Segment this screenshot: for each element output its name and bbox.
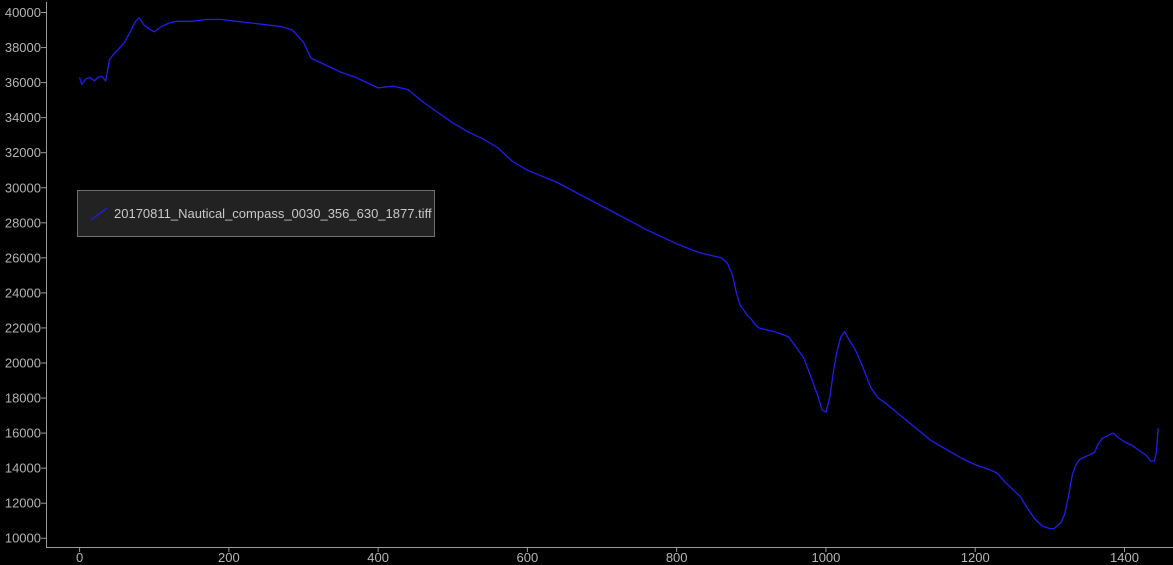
y-tick-label: 38000 — [5, 40, 41, 55]
x-tick-label: 800 — [666, 550, 688, 565]
x-axis-ticks: 0 200 400 600 800 1000 1200 1400 — [76, 547, 1139, 565]
x-tick-label: 1400 — [1110, 550, 1139, 565]
y-tick-label: 26000 — [5, 250, 41, 265]
y-tick-label: 22000 — [5, 320, 41, 335]
x-tick-label: 1200 — [961, 550, 990, 565]
legend-line-swatch — [90, 206, 108, 221]
series-line-0 — [78, 17, 1159, 530]
y-tick-label: 10000 — [5, 531, 41, 546]
y-tick-label: 36000 — [5, 75, 41, 90]
y-tick-label: 16000 — [5, 426, 41, 441]
y-tick-label: 28000 — [5, 215, 41, 230]
legend: 20170811_Nautical_compass_0030_356_630_1… — [77, 190, 435, 237]
legend-series-label: 20170811_Nautical_compass_0030_356_630_1… — [114, 206, 432, 221]
x-tick-label: 400 — [367, 550, 389, 565]
y-tick-label: 34000 — [5, 110, 41, 125]
x-tick-label: 600 — [517, 550, 539, 565]
y-tick-label: 12000 — [5, 496, 41, 511]
y-tick-label: 32000 — [5, 145, 41, 160]
y-tick-label: 14000 — [5, 461, 41, 476]
x-tick-label: 0 — [76, 550, 83, 565]
y-axis-ticks: 10000 12000 14000 16000 18000 20000 22000 24000… — [5, 5, 46, 546]
x-tick-label: 1000 — [811, 550, 840, 565]
y-tick-label: 18000 — [5, 391, 41, 406]
y-tick-label: 20000 — [5, 355, 41, 370]
y-tick-label: 24000 — [5, 285, 41, 300]
series-layer — [78, 17, 1159, 530]
y-tick-label: 40000 — [5, 5, 41, 20]
x-tick-label: 200 — [218, 550, 240, 565]
y-tick-label: 30000 — [5, 180, 41, 195]
